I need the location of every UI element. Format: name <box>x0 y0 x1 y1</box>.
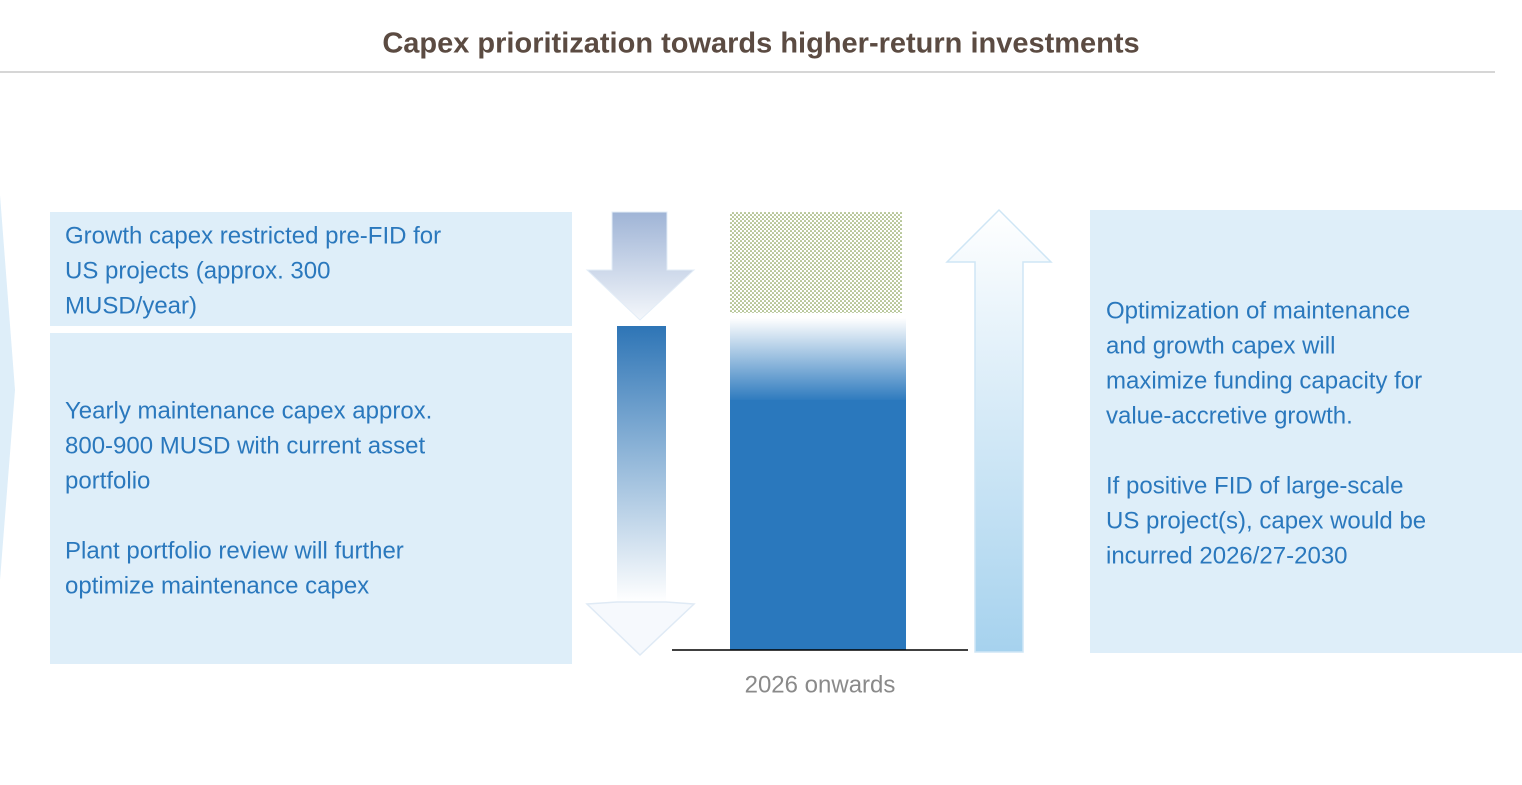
down-arrow-tip <box>585 601 696 657</box>
bar-label: 2026 onwards <box>745 671 896 698</box>
text-line: maximize funding capacity for <box>1106 367 1422 394</box>
bar-fade <box>730 318 906 402</box>
chevron <box>0 195 15 580</box>
box-optimization <box>1090 210 1522 653</box>
box-maintenance <box>50 333 572 664</box>
text-line: US project(s), capex would be <box>1106 507 1426 534</box>
title: Capex prioritization towards higher-retu… <box>382 28 1139 60</box>
box-growth <box>50 212 572 326</box>
text-line: incurred 2026/27-2030 <box>1106 542 1348 569</box>
text-line: If positive FID of large-scale <box>1106 472 1403 499</box>
text-line: Optimization of maintenance <box>1106 297 1410 324</box>
bar-growth <box>730 212 902 313</box>
down-arrow-shaft <box>617 326 666 602</box>
bar-maintenance <box>730 400 906 650</box>
text-line: US projects (approx. 300 <box>65 257 330 284</box>
text-line: Plant portfolio review will further <box>65 537 404 564</box>
down-arrow-head <box>585 211 696 321</box>
text-line: Yearly maintenance capex approx. <box>65 397 432 424</box>
text-line: portfolio <box>65 467 150 494</box>
up-arrow <box>945 208 1053 653</box>
text-line: optimize maintenance capex <box>65 572 369 599</box>
text-line: and growth capex will <box>1106 332 1335 359</box>
text-blocks: Growth capex restricted pre-FID for US pr… <box>65 222 1426 599</box>
text-line: value-accretive growth. <box>1106 402 1353 429</box>
text-line: Growth capex restricted pre-FID for <box>65 222 441 249</box>
text-line: 800-900 MUSD with current asset <box>65 432 425 459</box>
text-line: MUSD/year) <box>65 292 197 319</box>
